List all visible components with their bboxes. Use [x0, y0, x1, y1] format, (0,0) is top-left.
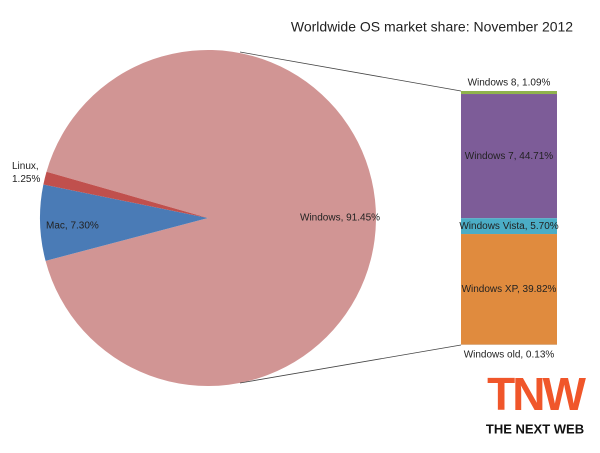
connector [239, 344, 462, 384]
segment-label: Windows Vista, 5.70% [459, 221, 558, 232]
pie-slice [40, 184, 209, 261]
bar-segment [461, 218, 557, 235]
connector [239, 51, 462, 92]
slice-label: Windows, 91.45% [300, 213, 380, 224]
bar-segment [461, 91, 557, 95]
slice-label: Mac, 7.30% [46, 221, 99, 232]
segment-label: Windows old, 0.13% [464, 350, 555, 361]
chart-title: Worldwide OS market share: November 2012 [291, 19, 573, 35]
bar-segment [461, 94, 557, 219]
logo-mark: TNW [487, 368, 586, 420]
segment-label: Windows XP, 39.82% [462, 284, 557, 295]
bar-segment [461, 234, 557, 345]
pie-slice [45, 49, 376, 386]
logo-text: THE NEXT WEB [486, 421, 584, 436]
segment-label: Windows 8, 1.09% [468, 78, 551, 89]
pie-slice [43, 171, 208, 218]
segment-label: Windows 7, 44.71% [465, 151, 553, 162]
slice-label: Linux, 1.25% [12, 161, 41, 185]
